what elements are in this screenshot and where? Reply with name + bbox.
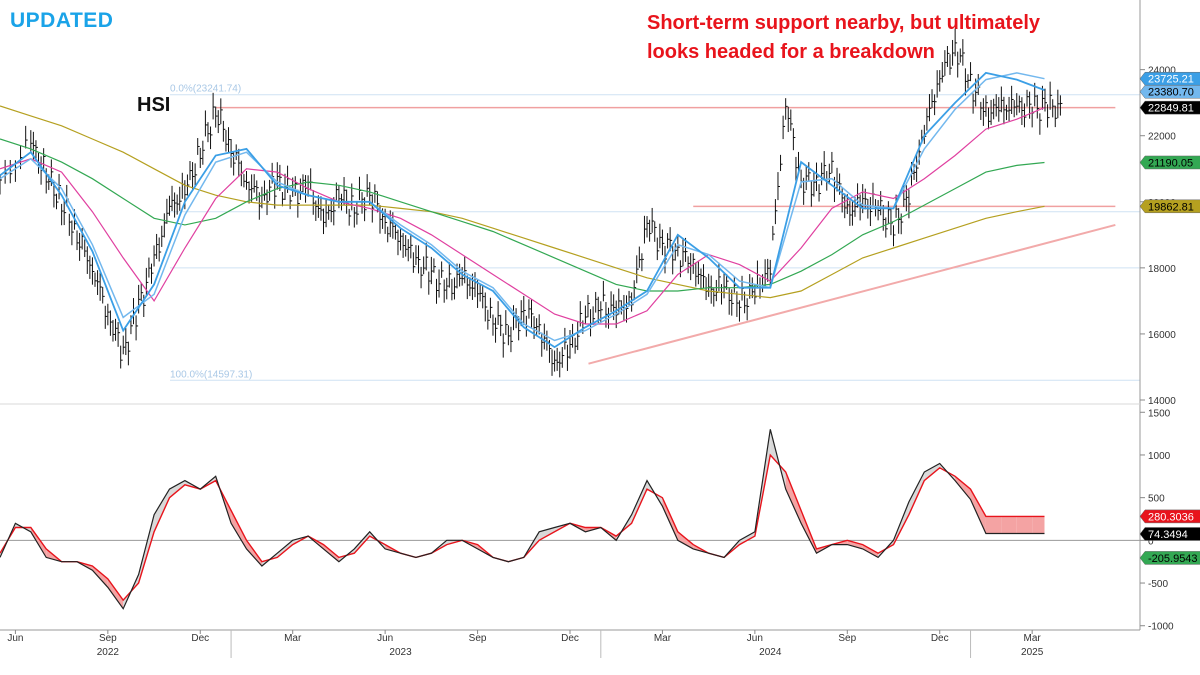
year-label: 2022 (97, 647, 120, 658)
price-tick-label: 14000 (1148, 396, 1176, 407)
osc-fill-segment (92, 565, 108, 588)
time-tick-label: Jun (7, 633, 23, 644)
osc-fill-segment (1001, 516, 1017, 534)
price-marker-text: 22849.81 (1148, 103, 1194, 115)
osc-marker-text: 280.3036 (1148, 511, 1194, 523)
time-tick-label: Mar (654, 633, 672, 644)
time-tick-label: Sep (99, 633, 117, 644)
price-tick-label: 22000 (1148, 132, 1176, 143)
fib-level-label: 0.0%(23241.74) (170, 84, 241, 95)
price-marker-text: 21190.05 (1148, 157, 1193, 169)
osc-fill-segment (323, 544, 339, 562)
updated-badge: UPDATED (10, 9, 114, 32)
time-tick-label: Jun (377, 633, 393, 644)
price-tick-label: 18000 (1148, 264, 1176, 275)
osc-fill-segment (955, 476, 971, 500)
year-label: 2025 (1021, 647, 1044, 658)
time-tick-label: Sep (838, 633, 856, 644)
ma-fast1-line (0, 71, 1045, 349)
osc-fill-segment (785, 472, 802, 524)
osc-marker-text: -205.9543 (1148, 553, 1198, 565)
osc-marker-bg (1139, 509, 1200, 524)
time-tick-label: Dec (561, 633, 579, 644)
price-marker-text: 23725.21 (1148, 74, 1194, 86)
price-marker-bg (1139, 84, 1200, 99)
price-marker-text: 19862.81 (1148, 201, 1194, 213)
osc-marker-bg (1139, 527, 1200, 541)
ma-mid-line (0, 107, 1045, 325)
osc-fill-segment (970, 489, 986, 534)
oscillator-layer (0, 429, 1140, 610)
osc-fill-segment (107, 578, 124, 609)
osc-fill-segment (1032, 516, 1045, 534)
osc-fill-segment (631, 480, 648, 524)
year-label: 2024 (759, 647, 782, 658)
chart-headline: Short-term support nearby, but ultimatel… (647, 9, 1040, 67)
osc-tick-label: 500 (1148, 494, 1165, 505)
osc-fill-segment (908, 472, 925, 515)
osc-fill-segment (354, 531, 370, 554)
osc-fill-segment (847, 540, 863, 549)
price-marker-bg (1139, 100, 1200, 115)
year-label: 2023 (389, 647, 412, 658)
osc-tick-label: 0 (1148, 536, 1154, 547)
ma-fast2-line (0, 72, 1045, 342)
price-marker-text: 23380.70 (1148, 87, 1194, 99)
osc-fill-segment (985, 516, 1002, 534)
headline-line-2: looks headed for a breakdown (647, 41, 935, 63)
osc-fill-segment (862, 544, 879, 558)
price-tick-label: 16000 (1148, 330, 1176, 341)
support-trendline (588, 223, 1116, 365)
osc-fill-segment (539, 527, 555, 541)
osc-tick-label: 1000 (1148, 451, 1171, 462)
osc-marker-bg (1139, 551, 1200, 565)
osc-marker-text: 74.3494 (1148, 529, 1188, 541)
time-tick-label: Sep (469, 633, 487, 644)
headline-line-1: Short-term support nearby, but ultimatel… (647, 12, 1040, 34)
ma-green-line (0, 138, 1045, 292)
osc-fill-segment (277, 540, 293, 558)
osc-fill-segment (1016, 516, 1033, 534)
price-marker-bg (1139, 199, 1200, 214)
levels-layer (215, 106, 1116, 365)
osc-main-line (0, 429, 1045, 610)
osc-fill-segment (677, 531, 694, 549)
time-tick-label: Mar (1024, 633, 1042, 644)
osc-fill-segment (154, 489, 170, 532)
price-marker-bg (1139, 155, 1200, 170)
axes-layer: 140001600018000200002200024000-1000-5000… (0, 0, 1176, 658)
ticker-label: HSI (137, 94, 171, 116)
osc-signal-line (0, 453, 1045, 602)
osc-tick-label: -500 (1148, 579, 1168, 590)
osc-fill-segment (662, 497, 678, 541)
osc-fill-segment (231, 510, 247, 549)
osc-tick-label: -1000 (1148, 622, 1174, 633)
osc-fill-segment (739, 531, 755, 545)
time-tick-label: Dec (191, 633, 209, 644)
grid-layer: 0.0%(23241.74) 100.0%(14597.31) (170, 84, 1140, 381)
osc-fill-segment (169, 480, 185, 498)
time-tick-label: Jun (747, 633, 763, 644)
osc-fill-segment (924, 463, 940, 481)
ma-long-line (0, 105, 1045, 299)
time-tick-label: Dec (931, 633, 949, 644)
price-marker-bg (1139, 71, 1200, 86)
osc-tick-label: 1500 (1148, 408, 1171, 419)
price-tick-label: 24000 (1148, 66, 1176, 77)
fib-level-label: 100.0%(14597.31) (170, 369, 252, 380)
time-tick-label: Mar (284, 633, 302, 644)
series-layer (0, 28, 1063, 378)
